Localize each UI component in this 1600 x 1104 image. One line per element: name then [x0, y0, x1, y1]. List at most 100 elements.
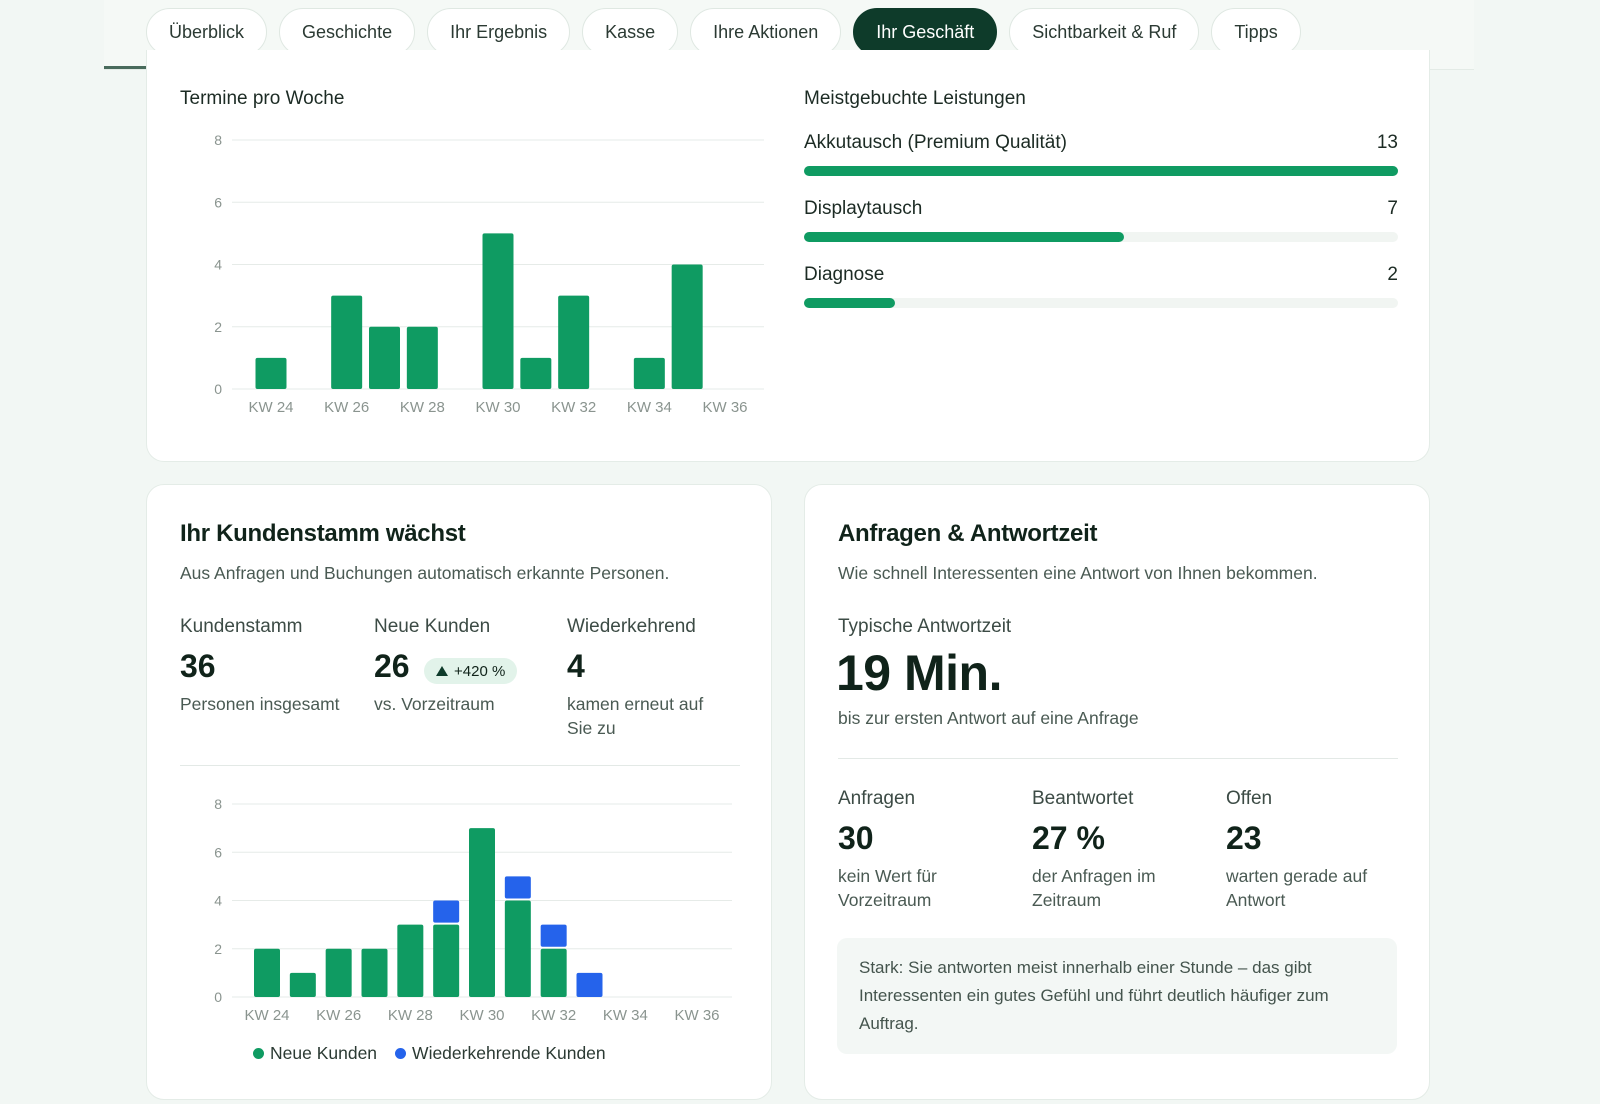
y-tick-label: 0: [214, 989, 222, 1005]
y-tick-label: 6: [214, 844, 222, 860]
tab-kasse[interactable]: Kasse: [582, 8, 679, 56]
kpi-value-offen: 23: [1226, 820, 1262, 856]
service-bar-track: [804, 232, 1398, 242]
bar: [331, 295, 363, 389]
growth-badge-text: +420 %: [454, 662, 506, 680]
service-count: 2: [1387, 264, 1398, 285]
legend-dot-icon: [253, 1048, 264, 1059]
divider: [180, 765, 740, 766]
x-tick-label: KW 36: [702, 399, 747, 416]
tab-ihr-geschaeft[interactable]: Ihr Geschäft: [853, 8, 998, 56]
tab-list: Überblick Geschichte Ihr Ergebnis Kasse …: [146, 8, 1301, 56]
service-label: Diagnose: [804, 264, 885, 285]
legend-label: Wiederkehrende Kunden: [412, 1043, 606, 1063]
bar: [504, 900, 531, 997]
y-tick-label: 4: [214, 257, 222, 273]
service-bar-fill: [804, 298, 896, 308]
x-tick-label: KW 34: [603, 1007, 648, 1024]
kpi-note-wiederkehrend: kamen erneut auf Sie zu: [567, 694, 704, 738]
y-tick-label: 4: [214, 893, 222, 909]
service-label: Akkutausch (Premium Qualität): [804, 132, 1067, 153]
typical-response-note: bis zur ersten Antwort auf eine Anfrage: [838, 708, 1139, 728]
growth-badge: +420 %: [424, 658, 518, 684]
service-bar-fill: [804, 166, 1398, 176]
kpi-label-offen: Offen: [1226, 788, 1273, 809]
kpi-label-anfragen: Anfragen: [838, 788, 916, 809]
kpi-value-wiederkehrend: 4: [567, 648, 585, 684]
bar: [671, 264, 703, 389]
y-tick-label: 0: [214, 381, 222, 397]
tab-ihre-aktionen[interactable]: Ihre Aktionen: [690, 8, 842, 56]
bar: [482, 233, 514, 389]
bar: [576, 972, 603, 997]
kpi-label-wiederkehrend: Wiederkehrend: [567, 616, 696, 637]
legend-item: Wiederkehrende Kunden: [395, 1043, 606, 1064]
service-bar-track: [804, 166, 1398, 176]
bar: [540, 924, 567, 947]
bar: [469, 828, 495, 997]
bar: [633, 357, 665, 389]
legend-label: Neue Kunden: [270, 1043, 378, 1063]
x-tick-label: KW 36: [674, 1007, 719, 1024]
y-tick-label: 8: [214, 132, 222, 148]
bar: [504, 876, 531, 899]
service-item: Akkutausch (Premium Qualität) 13: [804, 132, 1398, 176]
business-card: [146, 50, 1430, 462]
bar: [255, 357, 287, 389]
appointments-chart: 0 2 4 6 8 KW 24 KW 26 KW 28 KW 30 KW 32 KW 34 KW 36: [214, 132, 764, 416]
x-tick-label: KW 24: [244, 1007, 289, 1024]
legend-item: Neue Kunden: [253, 1043, 377, 1064]
kpi-value-anfragen: 30: [838, 820, 874, 856]
bar: [540, 948, 567, 997]
tab-bar: Überblick Geschichte Ihr Ergebnis Kasse …: [0, 0, 1600, 70]
kpi-note-kundenstamm: Personen insgesamt: [180, 694, 340, 714]
x-tick-label: KW 30: [459, 1007, 504, 1024]
x-tick-label: KW 28: [388, 1007, 433, 1024]
appointments-chart-title: Termine pro Woche: [180, 88, 345, 109]
y-tick-label: 2: [214, 319, 222, 335]
tab-sichtbarkeit-ruf[interactable]: Sichtbarkeit & Ruf: [1009, 8, 1200, 56]
divider: [838, 758, 1398, 759]
kpi-value-neue-kunden: 26: [374, 648, 410, 684]
tab-tipps[interactable]: Tipps: [1211, 8, 1301, 56]
kpi-value-kundenstamm: 36: [180, 648, 216, 684]
typical-response-label: Typische Antwortzeit: [838, 616, 1012, 637]
tab-ihr-ergebnis[interactable]: Ihr Ergebnis: [427, 8, 571, 56]
x-tick-label: KW 32: [551, 399, 596, 416]
bar: [361, 948, 388, 997]
x-tick-label: KW 30: [475, 399, 520, 416]
customers-subtitle: Aus Anfragen und Buchungen automatisch e…: [180, 563, 670, 583]
kpi-value-beantwortet: 27 %: [1032, 820, 1105, 856]
bar: [397, 924, 424, 997]
tab-ueberblick[interactable]: Überblick: [146, 8, 268, 56]
y-tick-label: 8: [214, 796, 222, 812]
kpi-label-kundenstamm: Kundenstamm: [180, 616, 303, 637]
bar: [254, 948, 280, 997]
kpi-note-anfragen: kein Wert für Vorzeitraum: [838, 866, 937, 910]
trend-up-icon: [436, 666, 448, 676]
bar: [558, 295, 590, 389]
bar: [325, 948, 352, 997]
services-title: Meistgebuchte Leistungen: [804, 88, 1026, 109]
service-count: 7: [1387, 198, 1398, 219]
bar: [289, 972, 316, 997]
service-label: Displaytausch: [804, 198, 923, 219]
kpi-label-beantwortet: Beantwortet: [1032, 788, 1134, 809]
service-bar-track: [804, 298, 1398, 308]
service-item: Displaytausch 7: [804, 198, 1398, 242]
bar: [433, 900, 460, 923]
y-tick-label: 6: [214, 194, 222, 210]
bar: [433, 924, 460, 997]
y-tick-label: 2: [214, 941, 222, 957]
kpi-note-offen: warten gerade auf Antwort: [1226, 866, 1368, 910]
tab-geschichte[interactable]: Geschichte: [279, 8, 416, 56]
service-bar-fill: [804, 232, 1124, 242]
kpi-label-neue-kunden: Neue Kunden: [374, 616, 491, 637]
response-callout: Stark: Sie antworten meist innerhalb ein…: [837, 938, 1397, 1054]
legend-dot-icon: [395, 1048, 407, 1059]
kpi-note-neue-kunden: vs. Vorzeitraum: [374, 694, 495, 714]
x-tick-label: KW 24: [248, 399, 293, 416]
x-tick-label: KW 34: [627, 399, 672, 416]
x-tick-label: KW 32: [531, 1007, 576, 1024]
x-tick-label: KW 26: [324, 399, 369, 416]
